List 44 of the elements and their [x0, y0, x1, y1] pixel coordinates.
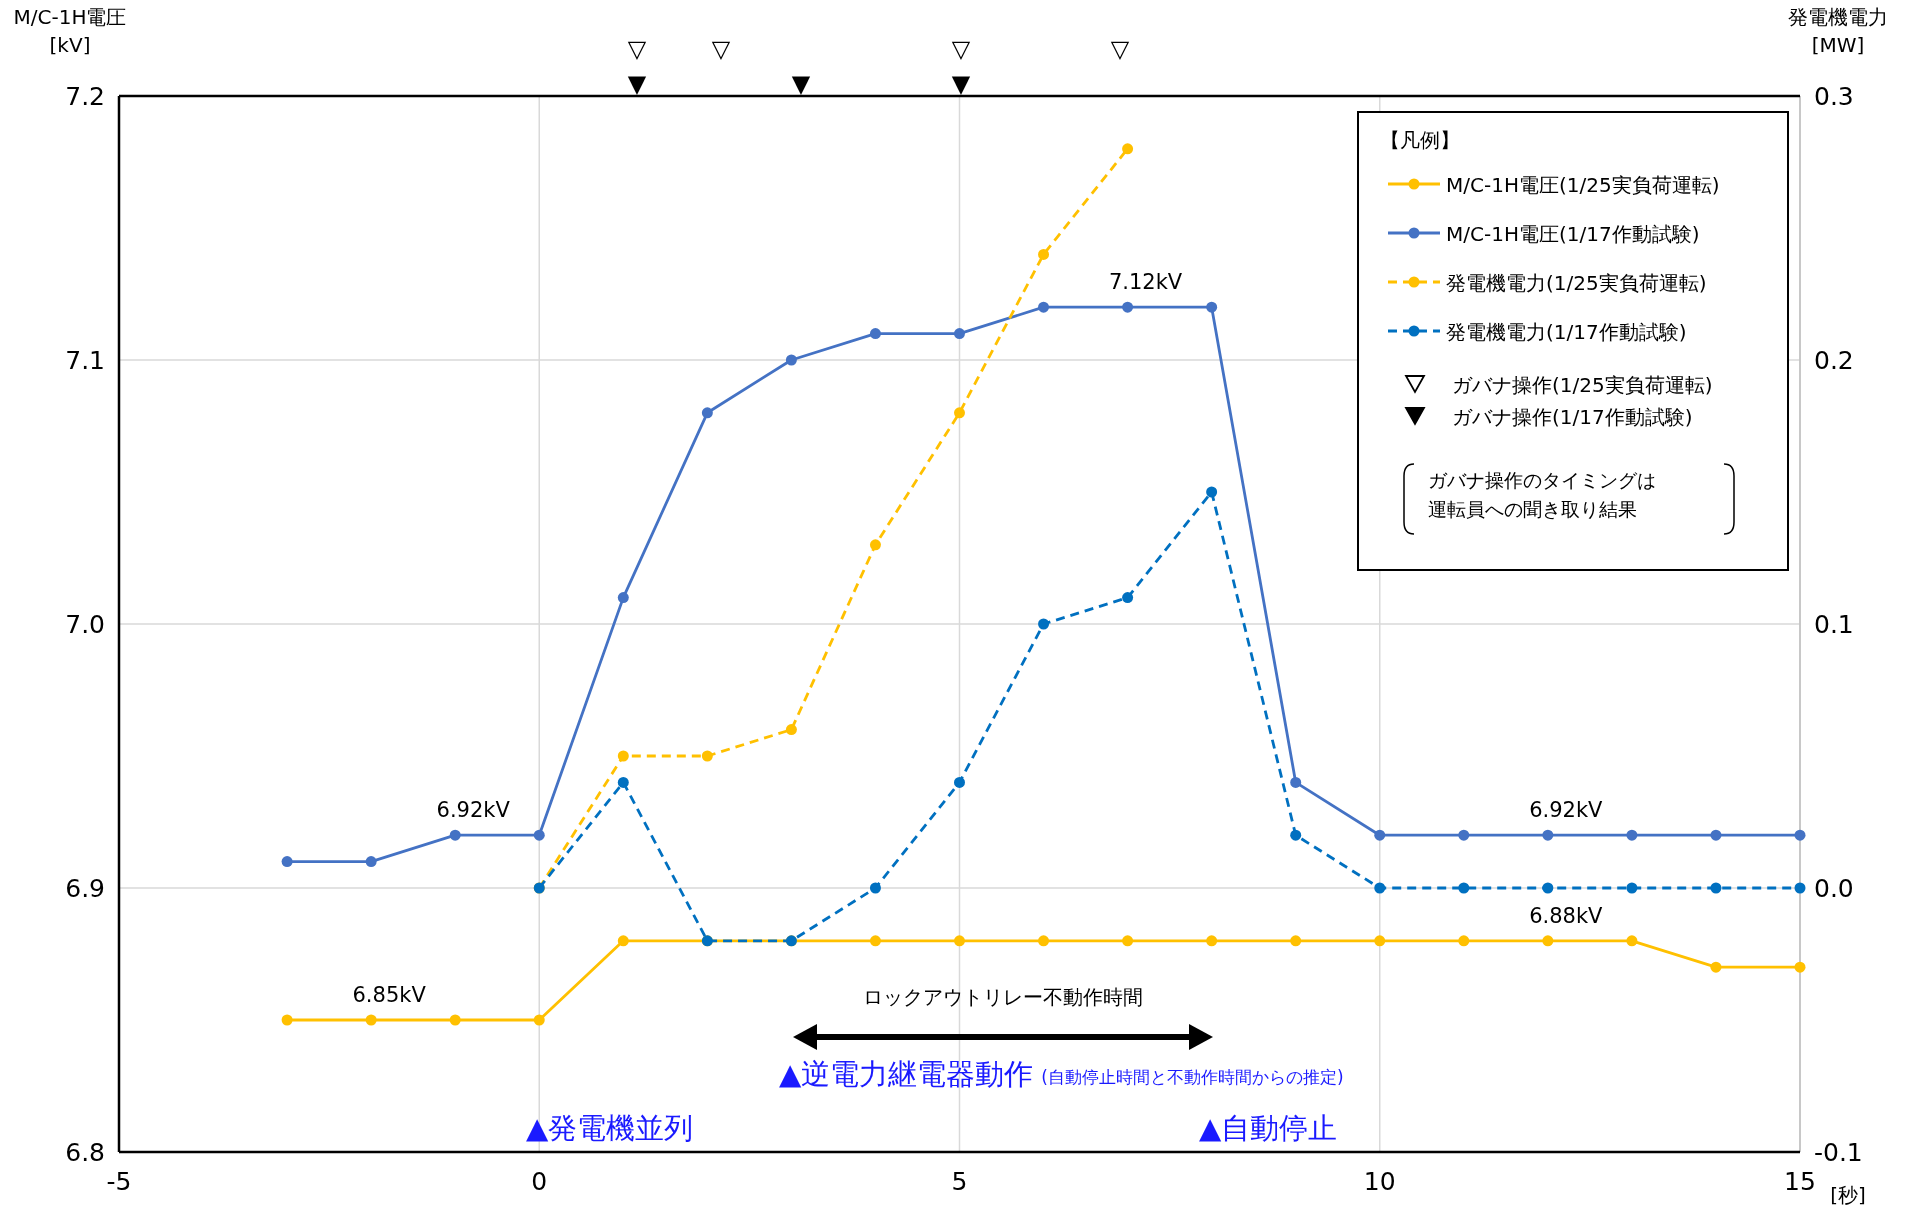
annotation: ガバナ操作のタイミングは [1428, 469, 1656, 491]
annotation: ▲発電機並列 [526, 1111, 694, 1145]
y-axis-title: M/C-1H電圧 [kV] [13, 5, 127, 57]
annotation: 6.88kV [1529, 903, 1604, 928]
annotation: ▼ [791, 70, 811, 98]
text: ▽ [951, 35, 971, 63]
y-tick-label: 7.2 [65, 82, 105, 111]
x-tick-label: 0 [531, 1167, 548, 1196]
annotation: 6.92kV [436, 798, 511, 823]
y2-axis-title: 発電機電力 [MW] [1788, 5, 1888, 57]
y-tick-label: 7.1 [65, 346, 105, 375]
text: ▽ [1110, 35, 1130, 63]
y2-tick-label: -0.1 [1814, 1138, 1863, 1167]
legend-label: 発電機電力(1/25実負荷運転) [1446, 271, 1707, 295]
text: ▽ [711, 35, 731, 63]
y-tick-label: 6.8 [65, 1138, 105, 1167]
annotation: ガバナ操作(1/17作動試験) [1452, 405, 1693, 429]
annotation: (自動停止時間と不動作時間からの推定) [1041, 1067, 1344, 1087]
x-axis-title: [秒] [1830, 1183, 1866, 1207]
y2-tick-label: 0.3 [1814, 82, 1854, 111]
text: ▽ [627, 35, 647, 63]
x-tick-label: 10 [1363, 1167, 1396, 1196]
y-tick-label: 7.0 [65, 610, 105, 639]
legend-label: M/C-1H電圧(1/25実負荷運転) [1446, 173, 1720, 197]
legend-label: 発電機電力(1/17作動試験) [1446, 320, 1687, 344]
annotation: ロックアウトリレー不動作時間 [863, 985, 1143, 1009]
annotation: ▼ [951, 70, 971, 98]
x-tick-label: 5 [951, 1167, 968, 1196]
legend-label: M/C-1H電圧(1/17作動試験) [1446, 222, 1700, 246]
x-tick-label: -5 [106, 1167, 132, 1196]
legend-title: 【凡例】 [1380, 128, 1460, 152]
annotation: 6.85kV [352, 983, 427, 1007]
annotation: ▲逆電力継電器動作 [779, 1057, 1034, 1091]
y2-tick-label: 0.0 [1814, 874, 1854, 903]
y2-tick-label: 0.2 [1814, 346, 1854, 375]
y-tick-label: 6.9 [65, 874, 105, 903]
x-tick-label: 15 [1784, 1167, 1816, 1196]
annotation: 7.12kV [1108, 270, 1183, 295]
y2-tick-label: 0.1 [1814, 610, 1854, 639]
annotation: 6.92kV [1529, 798, 1604, 823]
annotation: ガバナ操作(1/25実負荷運転) [1452, 373, 1713, 397]
annotation: ▲自動停止 [1199, 1111, 1338, 1145]
annotation: ▼ [627, 70, 647, 98]
annotation: 運転員への聞き取り結果 [1428, 498, 1637, 520]
